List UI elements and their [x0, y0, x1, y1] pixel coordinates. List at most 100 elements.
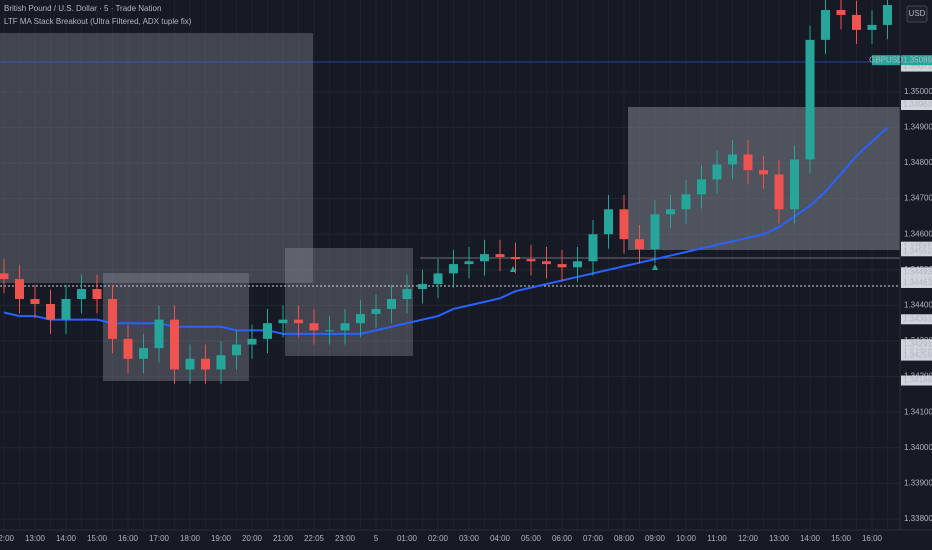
x-tick-label: 07:00	[583, 534, 604, 543]
price-badge	[901, 61, 932, 72]
candle-body	[30, 298, 40, 304]
candle-body	[92, 289, 102, 299]
x-tick-label: 08:00	[614, 534, 635, 543]
candle-body	[154, 319, 164, 349]
y-tick-label: 1.34900	[904, 123, 932, 132]
price-badge	[901, 277, 932, 288]
x-tick-label: 12:00	[0, 534, 15, 543]
candle-body	[790, 159, 799, 210]
candle-body	[588, 234, 598, 262]
candle-body	[883, 4, 892, 25]
y-tick-label: 1.34100	[904, 407, 932, 416]
price-badge	[901, 100, 932, 111]
buy-signal	[437, 278, 443, 284]
y-tick-label: 1.34600	[904, 229, 932, 238]
candle-body	[619, 209, 629, 240]
x-tick-label: 09:00	[645, 534, 666, 543]
price-label: 1.34189	[903, 376, 932, 385]
candle-body	[247, 338, 257, 345]
candle-body	[759, 170, 768, 175]
zone-box	[0, 33, 313, 283]
candle-body	[635, 239, 644, 250]
y-tick-label: 1.35000	[904, 87, 932, 96]
candle-body	[666, 209, 675, 215]
signals	[437, 74, 814, 284]
candle-body	[573, 261, 582, 268]
candle-body	[356, 313, 365, 324]
candle-body	[170, 319, 179, 370]
x-tick-label: 22:05	[304, 534, 325, 543]
boxes	[0, 33, 900, 381]
candle-body	[61, 298, 71, 320]
candle-body	[821, 9, 830, 40]
x-tick-label: 15:00	[87, 534, 108, 543]
candle-body	[774, 174, 784, 210]
price-label: 1.34291	[903, 339, 932, 348]
buy-signal	[652, 264, 658, 270]
candle-body	[294, 319, 303, 324]
price-badge	[901, 314, 932, 325]
candle-body	[852, 14, 861, 30]
currency-button[interactable]	[906, 5, 928, 23]
x-tick-label: 13:00	[25, 534, 46, 543]
candle-body	[867, 24, 877, 30]
candle-body	[139, 348, 148, 359]
price-label: 1.34493	[903, 267, 932, 276]
candle-body	[418, 284, 427, 290]
candle-body	[77, 289, 86, 299]
candle-body	[805, 39, 815, 160]
price-label: 1.35071	[903, 62, 932, 71]
x-tick-label: 04:00	[490, 534, 511, 543]
price-badge	[901, 339, 932, 350]
price-label: 1.35089	[903, 55, 932, 64]
x-tick-label: 14:00	[800, 534, 821, 543]
candle-body	[387, 298, 396, 309]
x-tick-label: 03:00	[459, 534, 480, 543]
buy-signal	[510, 266, 516, 272]
candle-body	[743, 154, 753, 171]
x-tick-label: 10:00	[676, 534, 697, 543]
candle-body	[340, 323, 350, 331]
candle-body	[123, 338, 133, 359]
x-tick-label: 19:00	[211, 534, 232, 543]
grid	[0, 91, 900, 520]
candle-body	[526, 259, 536, 262]
y-tick-label: 1.33800	[904, 514, 932, 523]
candle-body	[728, 154, 737, 165]
x-tick-label: 01:00	[397, 534, 418, 543]
candle-body	[46, 303, 55, 320]
chart-title: British Pound / U.S. Dollar · 5 · Trade …	[4, 4, 161, 13]
candle-body	[511, 256, 520, 260]
candle-body	[371, 308, 381, 314]
price-label: 1.34361	[903, 314, 932, 323]
currency[interactable]: USD	[909, 9, 926, 18]
price-badge	[901, 267, 932, 278]
price-badge	[901, 350, 932, 361]
candle-body	[278, 319, 288, 324]
x-tick-label: 16:00	[118, 534, 139, 543]
symbol-badge	[872, 55, 900, 66]
price-badge	[901, 246, 932, 257]
candle-body	[697, 179, 706, 195]
x-tick-label: 16:00	[862, 534, 883, 543]
candle-body	[433, 273, 443, 285]
y-tick-label: 1.34000	[904, 443, 932, 452]
x-tick-label: 11:00	[707, 534, 727, 543]
candle-body	[201, 358, 210, 370]
price-label: 1.34963	[903, 100, 932, 109]
x-tick-label: 14:00	[56, 534, 77, 543]
y-tick-label: 1.33900	[904, 478, 932, 487]
candle-body	[604, 209, 613, 235]
x-tick-label: 17:00	[149, 534, 170, 543]
candle-body	[542, 261, 551, 265]
axis-labels: 1.35000 1.34900 1.34800 1.34700 1.34600 1.345…	[0, 55, 932, 543]
candle-body	[650, 214, 660, 250]
candle-body	[836, 9, 846, 15]
x-tick-label: 23:00	[335, 534, 356, 543]
moving-average	[3, 126, 889, 335]
price-label: 1.34552	[903, 246, 932, 255]
x-tick-label: 02:00	[428, 534, 449, 543]
candle-body	[449, 264, 458, 274]
